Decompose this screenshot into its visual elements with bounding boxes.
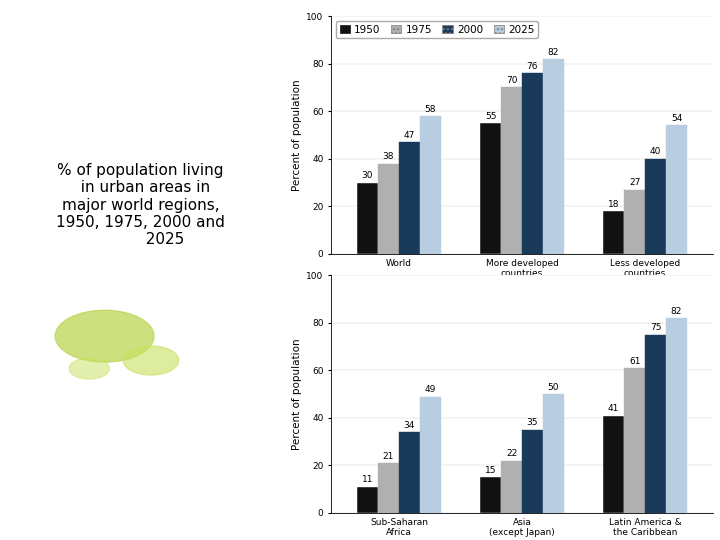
Text: 61: 61 (629, 357, 640, 366)
Text: 54: 54 (671, 114, 682, 123)
Text: 41: 41 (608, 404, 619, 413)
Text: 82: 82 (548, 48, 559, 57)
Bar (624, 368, 645, 513)
Bar (420, 396, 441, 513)
Text: 70: 70 (505, 76, 517, 85)
Bar (357, 183, 378, 254)
Text: 76: 76 (527, 62, 539, 71)
Text: 38: 38 (383, 152, 394, 161)
Text: 49: 49 (425, 385, 436, 394)
Bar (480, 477, 501, 513)
Text: 15: 15 (485, 466, 496, 475)
Bar (501, 461, 522, 513)
Text: 55: 55 (485, 112, 496, 121)
Text: 18: 18 (608, 200, 619, 208)
Text: 35: 35 (527, 418, 539, 428)
Text: 27: 27 (629, 178, 640, 187)
Bar (645, 159, 666, 254)
Bar (543, 394, 564, 513)
Bar (480, 123, 501, 254)
Y-axis label: Percent of population: Percent of population (292, 79, 302, 191)
Y-axis label: Percent of population: Percent of population (292, 339, 302, 450)
Circle shape (123, 346, 179, 375)
Legend: 1950, 1975, 2000, 2025: 1950, 1975, 2000, 2025 (336, 22, 538, 38)
Circle shape (69, 358, 109, 379)
Bar (522, 430, 543, 513)
Text: 34: 34 (404, 421, 415, 430)
Bar (378, 164, 399, 254)
Bar (666, 125, 687, 254)
Text: 21: 21 (383, 452, 394, 461)
Text: 40: 40 (650, 147, 661, 157)
Text: 11: 11 (361, 476, 373, 484)
Bar (399, 142, 420, 254)
Text: 50: 50 (548, 383, 559, 392)
Text: 30: 30 (361, 171, 373, 180)
Text: 47: 47 (404, 131, 415, 140)
Bar (399, 432, 420, 513)
Bar (378, 463, 399, 513)
Bar (420, 116, 441, 254)
Text: 58: 58 (425, 105, 436, 113)
Circle shape (55, 310, 154, 362)
Bar (603, 211, 624, 254)
Text: % of population living
  in urban areas in
major world regions,
1950, 1975, 2000: % of population living in urban areas in… (56, 163, 225, 247)
Text: 22: 22 (506, 449, 517, 458)
Text: 75: 75 (650, 323, 661, 333)
Text: 82: 82 (671, 307, 682, 316)
Bar (501, 87, 522, 254)
Bar (645, 335, 666, 513)
Bar (624, 190, 645, 254)
Bar (357, 487, 378, 513)
Bar (543, 59, 564, 254)
Bar (603, 416, 624, 513)
Bar (522, 73, 543, 254)
Bar (666, 318, 687, 513)
